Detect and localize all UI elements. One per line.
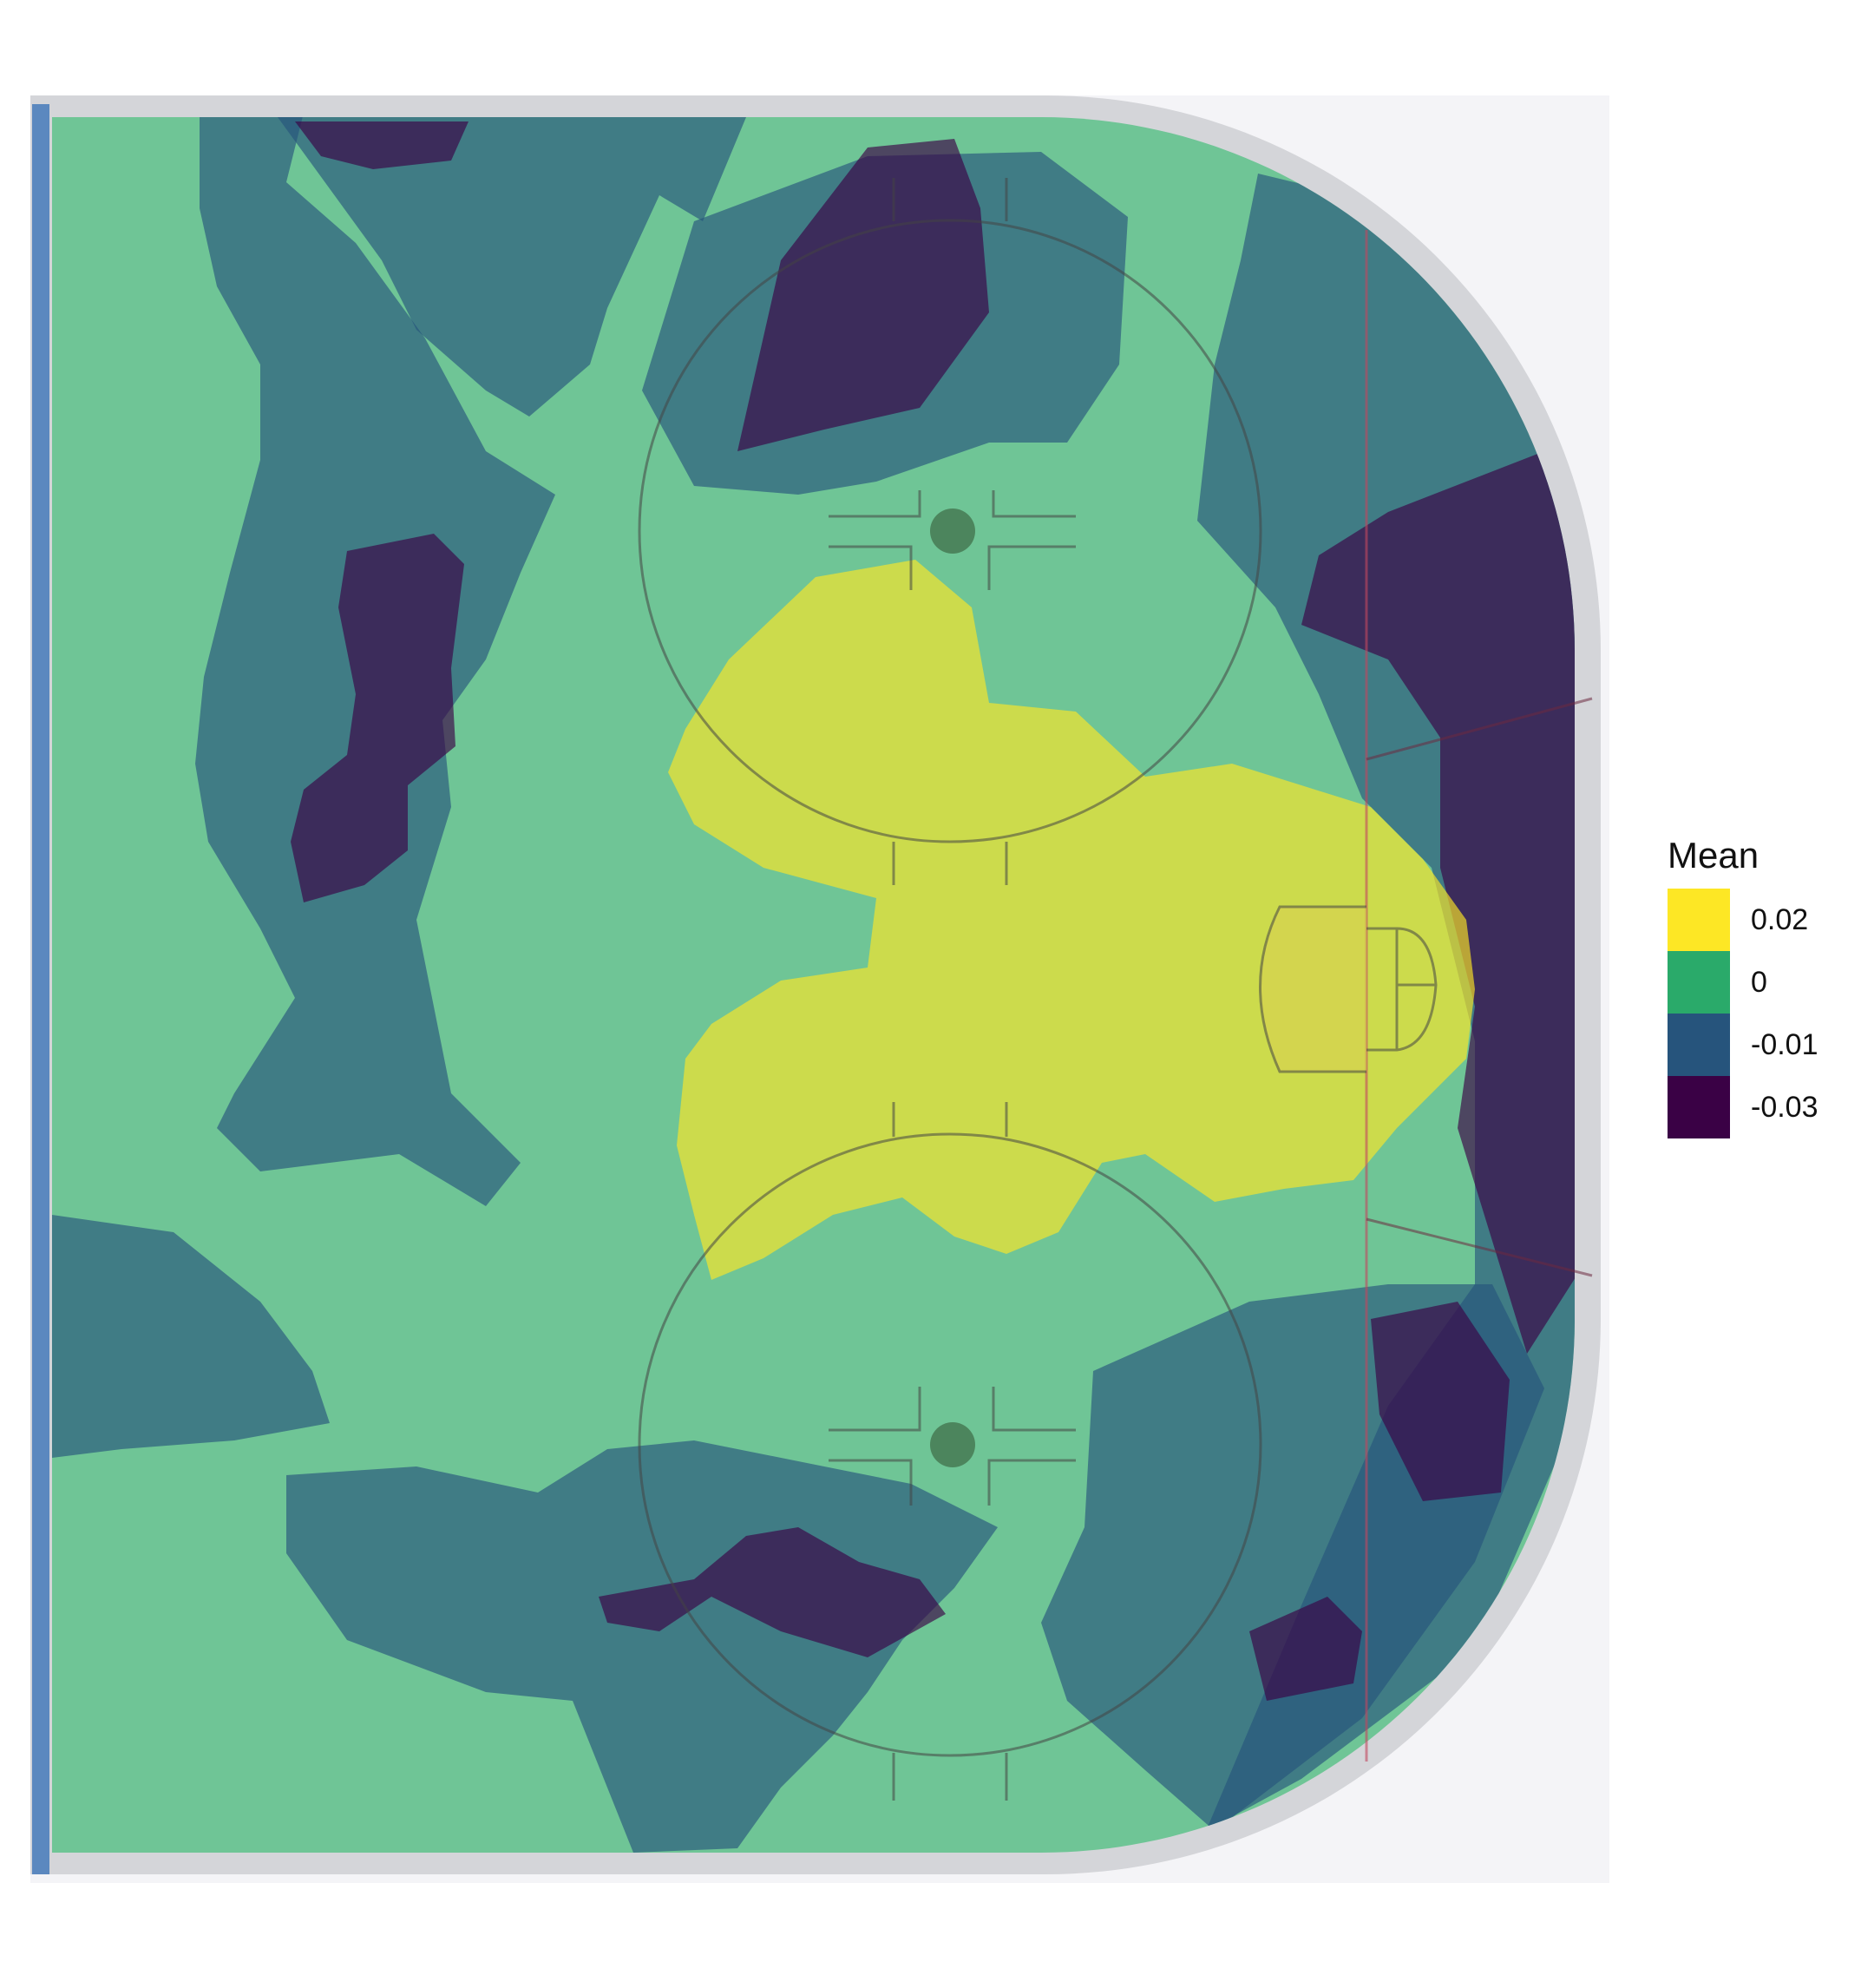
lower-faceoff-circle	[638, 1132, 1262, 1757]
legend-swatch	[1668, 1076, 1730, 1138]
legend-swatch	[1668, 951, 1730, 1014]
blue-line	[32, 104, 49, 1874]
legend-title: Mean	[1668, 835, 1759, 876]
heatmap-region-3	[278, 117, 746, 417]
goal-crease	[1259, 905, 1366, 1073]
legend-item-low: -0.01	[1668, 1014, 1818, 1076]
legend-label: -0.03	[1751, 1090, 1818, 1124]
legend-swatch	[1668, 889, 1730, 951]
legend-swatch	[1668, 1014, 1730, 1076]
legend-item-zero: 0	[1668, 951, 1818, 1014]
legend: Mean 0.02 0 -0.01 -0.03	[1668, 835, 1818, 1138]
heatmap-region-2	[291, 534, 464, 902]
legend-label: -0.01	[1751, 1027, 1818, 1061]
heatmap-region-6	[737, 139, 989, 451]
upper-faceoff-circle	[638, 219, 1262, 843]
heatmap-regions	[52, 117, 1575, 1853]
lower-faceoff-dot	[930, 1422, 975, 1467]
upper-faceoff-dot	[930, 508, 975, 554]
heatmap-region-11	[599, 1527, 946, 1657]
heatmap-region-8	[1301, 451, 1575, 1354]
heatmap-region-9	[52, 1215, 330, 1458]
legend-label: 0.02	[1751, 902, 1809, 936]
legend-item-high: 0.02	[1668, 889, 1818, 951]
heatmap-region-15	[668, 560, 1475, 1280]
rink-markings	[638, 178, 1593, 1801]
heatmap-region-14	[1249, 1597, 1362, 1701]
heatmap-region-13	[1371, 1302, 1510, 1501]
heatmap-region-4	[295, 121, 469, 169]
legend-item-lowest: -0.03	[1668, 1076, 1818, 1138]
legend-label: 0	[1751, 965, 1767, 999]
